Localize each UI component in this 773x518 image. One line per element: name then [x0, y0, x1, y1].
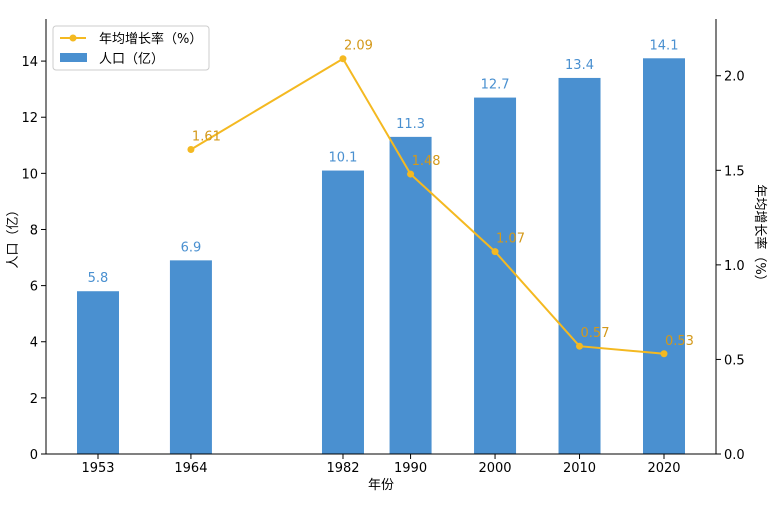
population-bar [643, 58, 685, 455]
population-bar-label: 5.8 [88, 271, 109, 286]
growth-rate-point [407, 170, 415, 178]
y2-axis-title: 年均增长率（%） [752, 184, 768, 287]
population-bar-label: 13.4 [565, 58, 594, 73]
y2-tick-label: 0.5 [724, 353, 745, 368]
legend-line-marker [69, 34, 77, 42]
y-tick-label: 14 [21, 55, 38, 70]
population-bar-label: 6.9 [181, 240, 202, 255]
y-axis-title: 人口（亿） [6, 203, 21, 268]
legend: 年均增长率（%） 人口（亿） [52, 25, 210, 71]
growth-rate-point [491, 248, 499, 256]
y2-tick-label: 2.0 [724, 70, 745, 85]
axes-layer: 1953 1964 1982 1990 2000 2010 2020 0 2 4 6 8 10 12 14 0… [21, 19, 745, 476]
population-bar-label: 12.7 [481, 78, 510, 93]
legend-bar-swatch [60, 53, 87, 62]
y2-tick-label: 1.0 [724, 259, 745, 274]
growth-rate-point [576, 342, 584, 350]
population-bar [321, 170, 364, 454]
x-tick-label: 2010 [563, 461, 596, 476]
population-bar-label: 11.3 [396, 117, 425, 132]
population-bar [474, 97, 517, 455]
growth-rate-point [660, 350, 668, 358]
y-tick-label: 12 [21, 111, 38, 126]
x-axis-title: 年份 [368, 478, 394, 493]
growth-rate-point [339, 55, 347, 63]
growth-rate-label: 1.07 [496, 232, 525, 247]
y-tick-label: 10 [21, 167, 38, 182]
y-tick-label: 0 [30, 448, 38, 463]
growth-rate-label: 0.57 [581, 326, 610, 341]
growth-rate-label: 1.61 [192, 130, 221, 145]
growth-rate-label: 1.48 [412, 154, 441, 169]
population-bar [558, 77, 601, 454]
line-layer [187, 55, 668, 358]
bars-layer [77, 58, 685, 455]
y2-tick-label: 0.0 [724, 448, 745, 463]
x-tick-label: 1982 [326, 461, 359, 476]
x-tick-label: 2020 [647, 461, 680, 476]
legend-bar-label: 人口（亿） [99, 52, 164, 67]
growth-rate-label: 2.09 [344, 39, 373, 54]
population-bar [389, 136, 432, 454]
y2-tick-label: 1.5 [724, 164, 745, 179]
y-tick-label: 6 [30, 280, 38, 295]
population-bar-label: 10.1 [329, 151, 358, 166]
labels-layer: 5.8 6.9 10.1 11.3 12.7 13.4 14.1 1.61 2.09 1.48 1.… [88, 38, 694, 348]
y-tick-label: 8 [30, 223, 38, 238]
population-bar [77, 291, 119, 454]
x-tick-label: 2000 [478, 461, 511, 476]
growth-rate-point [187, 146, 195, 153]
legend-line-label: 年均增长率（%） [99, 31, 202, 47]
y-tick-label: 4 [30, 336, 38, 351]
x-tick-label: 1990 [394, 461, 427, 476]
x-tick-label: 1964 [174, 461, 207, 476]
legend-frame [52, 25, 210, 71]
x-tick-label: 1953 [81, 461, 114, 476]
growth-rate-label: 0.53 [665, 334, 694, 349]
growth-rate-line [190, 57, 665, 355]
population-bar [169, 260, 212, 454]
population-bar-label: 14.1 [650, 38, 679, 53]
y-tick-label: 2 [30, 392, 38, 407]
